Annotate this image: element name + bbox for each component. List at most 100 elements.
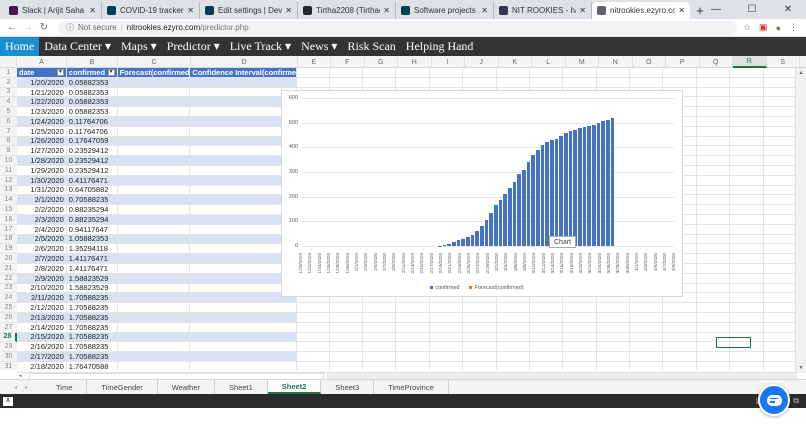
cell[interactable] <box>730 224 764 234</box>
cell[interactable] <box>730 116 764 126</box>
cell[interactable] <box>117 352 191 361</box>
browser-tab[interactable]: NIT ROOKIES - hackCC✕ <box>494 2 592 19</box>
cell[interactable] <box>730 332 764 342</box>
cell[interactable] <box>430 77 464 87</box>
cell[interactable] <box>118 146 191 156</box>
cell[interactable] <box>730 244 764 254</box>
scroll-track[interactable] <box>327 373 797 380</box>
bar[interactable] <box>508 188 512 246</box>
cell[interactable] <box>663 97 697 107</box>
cell[interactable] <box>463 322 497 332</box>
row-header[interactable]: 18 <box>0 234 17 245</box>
cell[interactable] <box>363 361 397 370</box>
cell[interactable] <box>730 185 764 195</box>
cell[interactable]: 0.11764706 <box>67 126 118 136</box>
bar[interactable] <box>475 231 479 246</box>
cell[interactable] <box>730 205 764 214</box>
cell[interactable] <box>597 77 631 87</box>
column-header-M[interactable]: M <box>566 56 599 68</box>
cell[interactable] <box>597 352 631 361</box>
cell[interactable] <box>117 116 191 126</box>
cell[interactable] <box>497 68 530 77</box>
column-header-O[interactable]: O <box>633 56 666 68</box>
column-header-S[interactable]: S <box>767 56 800 68</box>
browser-tab[interactable]: COVID-19 tracker | Dev✕ <box>102 2 200 19</box>
cell[interactable] <box>297 68 330 77</box>
cell[interactable]: 0.94117647 <box>67 224 118 234</box>
cell[interactable] <box>563 352 597 361</box>
cell[interactable] <box>463 77 497 87</box>
cell[interactable] <box>497 312 530 322</box>
cell[interactable]: 1.70588235 <box>66 312 118 322</box>
cell[interactable] <box>663 303 697 312</box>
cell[interactable] <box>630 77 664 87</box>
row-header[interactable]: 19 <box>0 244 17 255</box>
cell[interactable] <box>463 342 497 352</box>
cell[interactable] <box>663 234 697 244</box>
cell[interactable]: 0.23529412 <box>66 156 118 165</box>
cell[interactable] <box>663 283 697 293</box>
row-header[interactable]: 15 <box>0 205 17 215</box>
cell[interactable] <box>118 87 191 97</box>
scroll-up-icon[interactable]: ▲ <box>798 70 804 76</box>
cell[interactable]: 2/15/2020 <box>17 332 67 342</box>
cell[interactable]: date ▼ <box>17 68 67 77</box>
close-tab-icon[interactable]: ✕ <box>285 6 292 15</box>
cell[interactable]: 2/4/2020 <box>17 224 67 234</box>
cell[interactable] <box>730 107 764 116</box>
cell[interactable] <box>330 68 364 77</box>
cell[interactable] <box>730 234 764 244</box>
cell[interactable] <box>697 244 731 254</box>
minimize-icon[interactable]: — <box>711 4 721 15</box>
cell[interactable] <box>363 312 397 322</box>
cell[interactable] <box>117 254 191 263</box>
fullscreen-icon[interactable]: ⧉ <box>793 396 799 405</box>
cell[interactable] <box>396 342 430 352</box>
cell[interactable] <box>118 165 191 175</box>
cell[interactable] <box>396 322 430 332</box>
cell[interactable] <box>396 312 430 322</box>
cell[interactable] <box>730 214 764 224</box>
browser-tab[interactable]: Tirtha2208 (Tirthadeep✕ <box>298 2 396 19</box>
bar[interactable] <box>470 234 475 246</box>
cell[interactable] <box>118 205 191 214</box>
row-header[interactable]: 31 <box>0 361 17 370</box>
cell[interactable] <box>530 342 564 352</box>
column-header-L[interactable]: L <box>532 56 566 68</box>
cell[interactable] <box>530 322 564 332</box>
bar[interactable] <box>512 181 517 246</box>
chat-widget-button[interactable] <box>758 384 790 416</box>
cell[interactable] <box>118 244 191 254</box>
cell[interactable]: 1.41176471 <box>66 254 118 263</box>
cell[interactable]: 1.58823529 <box>67 283 118 293</box>
sheet-tab-time[interactable]: Time <box>42 380 88 394</box>
cell[interactable]: 0.70588235 <box>66 195 118 205</box>
cell[interactable] <box>663 224 697 234</box>
cell[interactable] <box>430 322 464 332</box>
row-header[interactable]: 26 <box>0 312 17 323</box>
cell[interactable] <box>663 322 697 332</box>
close-tab-icon[interactable]: ✕ <box>187 6 194 15</box>
cell[interactable] <box>663 87 697 97</box>
cell[interactable] <box>563 77 597 87</box>
cell[interactable] <box>697 195 731 205</box>
bar[interactable] <box>447 243 451 246</box>
cell[interactable] <box>764 87 797 97</box>
bar[interactable] <box>531 154 535 246</box>
nav-item-risk[interactable]: Risk Scan <box>347 39 396 53</box>
cell[interactable] <box>697 185 731 195</box>
cell[interactable] <box>730 322 764 332</box>
cell[interactable] <box>663 175 697 185</box>
bar[interactable] <box>601 121 605 246</box>
cell[interactable] <box>396 303 430 312</box>
cell[interactable] <box>764 273 797 283</box>
sheet-tab-sheet2[interactable]: Sheet2 <box>267 380 322 394</box>
row-header[interactable]: 22 <box>0 273 17 284</box>
cell[interactable] <box>190 361 297 370</box>
cell[interactable]: 1/21/2020 <box>17 87 67 97</box>
cell[interactable] <box>190 322 297 332</box>
cell[interactable] <box>697 77 731 87</box>
bar[interactable] <box>564 133 568 246</box>
cell[interactable] <box>697 165 731 175</box>
cell[interactable] <box>663 107 697 116</box>
